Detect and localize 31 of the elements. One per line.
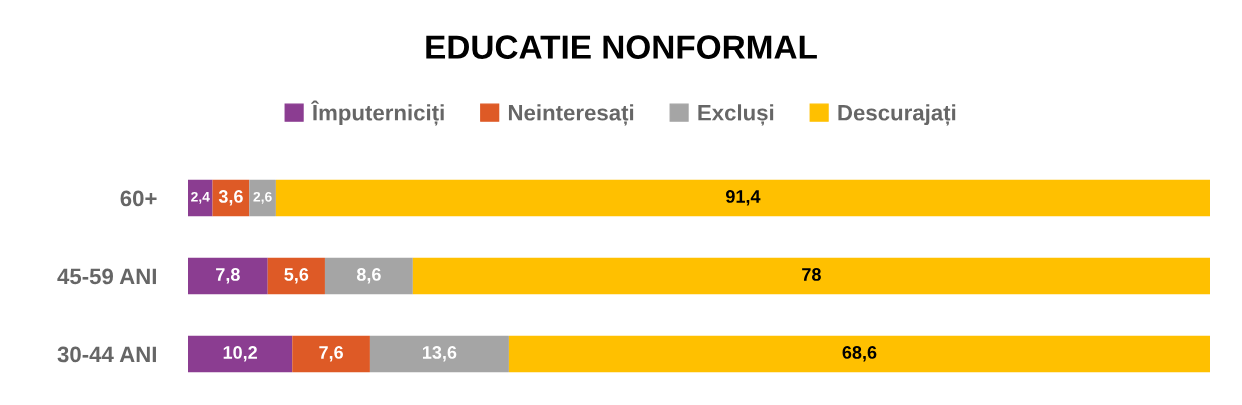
data-label: 8,6 [356,268,381,284]
data-label: 7,8 [216,268,240,284]
bar [275,179,1210,217]
data-label: 91,4 [726,190,761,206]
data-label: 7,6 [319,346,343,362]
bar [249,179,276,217]
bar [508,335,1210,373]
bar [412,257,1210,295]
y-tick-label: 60+ [120,190,157,207]
data-label: 68,6 [842,346,877,362]
data-label: 2,4 [191,191,210,204]
legend-label: Descurajați [838,104,956,126]
bar [369,335,509,373]
legend-label: Neinteresați [508,104,634,126]
bar [324,257,413,295]
legend-label: Împuterniciți [310,100,444,126]
bar [267,257,325,295]
data-label: 10,2 [223,346,257,362]
data-label: 5,6 [284,268,309,284]
data-label: 2,6 [253,191,272,204]
bar [292,335,370,373]
bar [188,179,213,217]
bar [188,335,293,373]
data-label: 78 [802,268,821,281]
chart-title: EDUCATIE NONFORMAL [426,35,817,59]
data-label: 13,6 [422,346,457,362]
bar [188,257,268,295]
y-tick-label: 30-44 ANI [57,346,156,363]
data-label: 3,6 [218,190,243,206]
legend-label: Excluși [698,104,774,126]
y-tick-label: 45-59 ANI [57,268,156,285]
